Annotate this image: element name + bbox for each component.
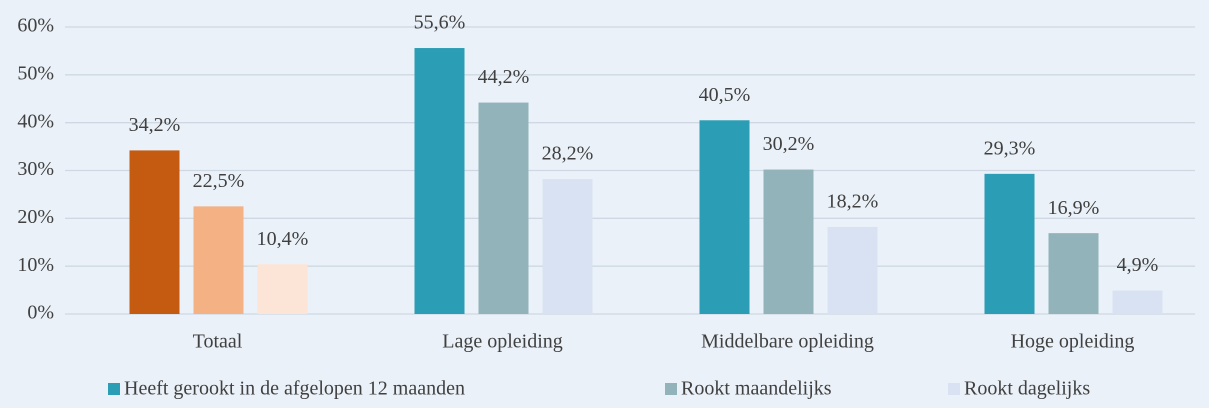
legend-swatch — [108, 383, 120, 395]
bar — [699, 120, 750, 315]
y-tick-label: 50% — [17, 62, 54, 84]
x-tick-label: Middelbare opleiding — [701, 331, 874, 353]
data-label: 55,6% — [414, 12, 466, 34]
bar — [257, 264, 308, 314]
bar — [827, 226, 878, 314]
bar — [763, 169, 814, 314]
bar — [414, 48, 465, 315]
data-label: 16,9% — [1048, 197, 1100, 219]
data-label: 18,2% — [827, 191, 879, 213]
y-tick-label: 40% — [17, 110, 54, 132]
legend-label: Rookt maandelijks — [681, 378, 832, 400]
y-tick-label: 0% — [27, 302, 54, 324]
y-tick-label: 20% — [17, 206, 54, 228]
y-tick-label: 10% — [17, 254, 54, 276]
bar — [542, 179, 593, 314]
x-tick-label: Lage opleiding — [442, 331, 563, 353]
legend-swatch — [665, 383, 677, 395]
data-label: 40,5% — [699, 84, 751, 106]
data-label: 28,2% — [542, 143, 594, 165]
y-tick-label: 60% — [17, 15, 54, 37]
bar — [1048, 233, 1099, 314]
bar — [478, 102, 529, 315]
x-tick-label: Totaal — [193, 331, 243, 353]
x-tick-label: Hoge opleiding — [1011, 331, 1135, 353]
data-label: 4,9% — [1117, 254, 1159, 276]
data-label: 29,3% — [984, 137, 1036, 159]
bar — [129, 150, 180, 314]
data-label: 30,2% — [763, 133, 815, 155]
data-label: 34,2% — [129, 114, 181, 136]
legend-swatch — [948, 383, 960, 395]
legend-label: Heeft gerookt in de afgelopen 12 maanden — [124, 378, 465, 400]
bar — [984, 173, 1035, 314]
data-label: 10,4% — [257, 228, 309, 250]
y-tick-label: 30% — [17, 158, 54, 180]
data-label: 22,5% — [193, 170, 245, 192]
legend-label: Rookt dagelijks — [964, 378, 1090, 400]
bar — [1112, 290, 1163, 314]
bar — [193, 206, 244, 314]
data-label: 44,2% — [478, 66, 530, 88]
